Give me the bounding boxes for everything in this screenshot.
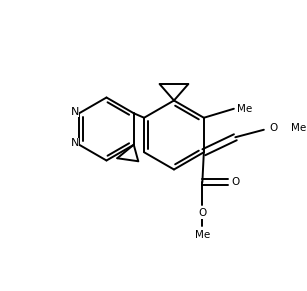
Text: N: N — [71, 107, 79, 117]
Text: Me: Me — [195, 230, 210, 240]
Text: Me: Me — [291, 123, 306, 133]
Text: N: N — [71, 138, 79, 148]
Text: O: O — [198, 208, 207, 218]
Text: O: O — [232, 177, 240, 187]
Text: O: O — [269, 123, 278, 133]
Text: Me: Me — [237, 104, 252, 114]
